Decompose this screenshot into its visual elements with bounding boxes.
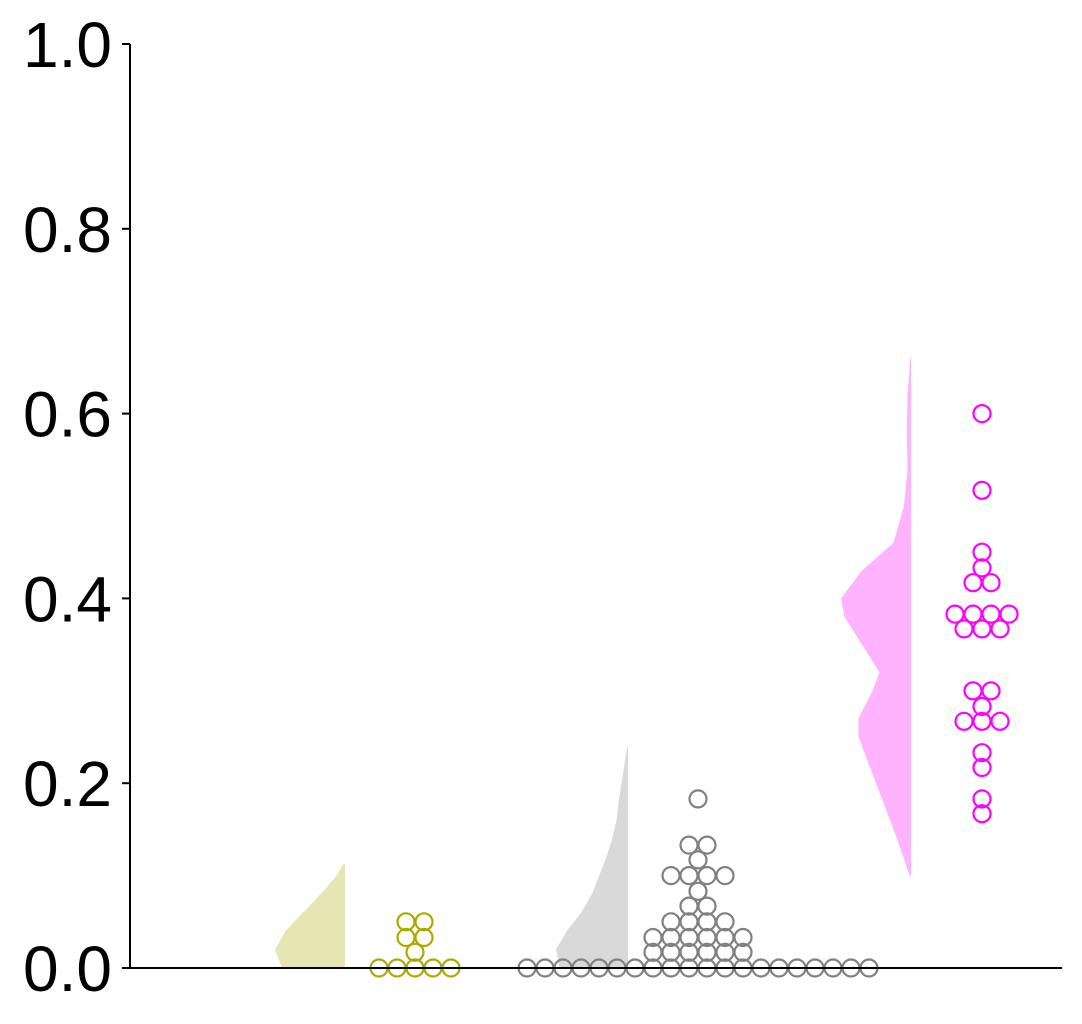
data-point	[661, 912, 681, 932]
data-point	[981, 573, 1001, 593]
data-point	[963, 681, 983, 701]
data-point	[963, 604, 983, 624]
data-point	[697, 896, 717, 916]
data-point	[972, 743, 992, 763]
data-point	[688, 881, 708, 901]
data-point	[972, 480, 992, 500]
data-point	[697, 912, 717, 932]
data-point	[405, 942, 425, 962]
y-tick-label: 0.6	[23, 379, 112, 451]
data-point	[396, 927, 416, 948]
data-point	[697, 835, 717, 855]
data-point	[981, 604, 1001, 624]
violin-shape	[275, 863, 345, 968]
y-tick-label: 1.0	[23, 9, 112, 81]
violin-shape	[556, 746, 628, 968]
data-point	[972, 804, 992, 824]
data-point	[972, 696, 992, 717]
y-tick-label: 0.4	[23, 563, 112, 635]
data-point	[688, 789, 708, 809]
data-point	[981, 681, 1001, 701]
y-tick-label: 0.0	[23, 933, 112, 1005]
data-point	[972, 558, 992, 578]
data-point	[733, 927, 753, 948]
data-point	[733, 942, 753, 962]
data-point	[697, 865, 717, 886]
data-point	[715, 912, 735, 932]
data-point	[679, 865, 699, 886]
data-point	[715, 865, 735, 886]
y-tick-label: 0.2	[23, 748, 112, 820]
data-point	[414, 927, 434, 948]
data-point	[972, 542, 992, 562]
data-point	[688, 850, 708, 870]
violin-shape	[841, 358, 911, 876]
data-point	[679, 912, 699, 932]
data-point	[990, 619, 1010, 639]
data-point	[999, 604, 1019, 624]
data-point	[396, 912, 416, 932]
data-point	[414, 912, 434, 932]
data-point	[990, 711, 1010, 731]
data-point	[679, 835, 699, 855]
points	[369, 404, 1019, 978]
data-point	[972, 789, 992, 809]
data-point	[972, 404, 992, 424]
data-point	[661, 865, 681, 886]
data-point	[945, 604, 965, 624]
y-tick-label: 0.8	[23, 194, 112, 266]
data-point	[972, 757, 992, 778]
data-point	[954, 711, 974, 731]
y-ticks: 0.0 0.2 0.4 0.6 0.8 1.0	[23, 9, 130, 1005]
violins	[275, 358, 911, 968]
